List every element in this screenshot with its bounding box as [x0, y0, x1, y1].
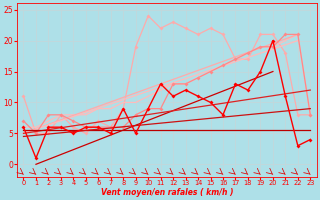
X-axis label: Vent moyen/en rafales ( km/h ): Vent moyen/en rafales ( km/h ) [101, 188, 233, 197]
